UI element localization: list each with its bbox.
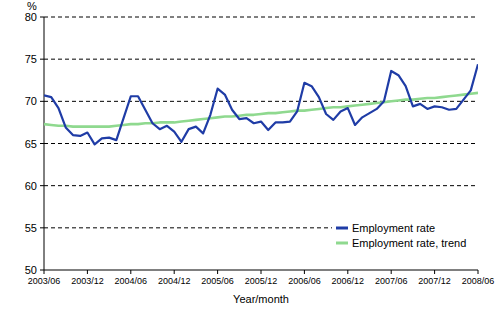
- y-tick: [40, 101, 44, 102]
- x-tick: [44, 270, 45, 274]
- x-tick-label: 2007/06: [375, 276, 408, 286]
- x-tick: [304, 270, 305, 274]
- legend-swatch: [336, 227, 348, 230]
- x-tick: [391, 270, 392, 274]
- x-tick-label: 2003/12: [71, 276, 104, 286]
- legend-bg: [332, 220, 480, 254]
- x-tick: [261, 270, 262, 274]
- y-tick: [40, 17, 44, 18]
- x-tick: [87, 270, 88, 274]
- x-axis-label: Year/month: [233, 293, 289, 305]
- y-tick-label: 70: [25, 95, 37, 107]
- y-tick: [40, 270, 44, 271]
- y-tick: [40, 227, 44, 228]
- y-tick: [40, 59, 44, 60]
- x-tick: [217, 270, 218, 274]
- x-tick: [130, 270, 131, 274]
- y-tick-label: 75: [25, 53, 37, 65]
- grid-line: [44, 101, 478, 102]
- x-tick-label: 2006/06: [288, 276, 321, 286]
- x-tick: [174, 270, 175, 274]
- x-tick-label: 2003/06: [28, 276, 61, 286]
- y-axis: [44, 17, 45, 270]
- y-tick: [40, 185, 44, 186]
- y-tick-label: 65: [25, 138, 37, 150]
- legend-label: Employment rate: [352, 222, 435, 234]
- plot-area: [44, 64, 478, 144]
- y-tick: [40, 143, 44, 144]
- y-tick-label: 60: [25, 180, 37, 192]
- grid-line: [44, 59, 478, 60]
- y-axis-label: %: [27, 0, 37, 12]
- grid-line: [44, 143, 478, 144]
- chart: 50 55 60 65 70 75 80% 2003/06 2003/12 2004/06 2004…: [0, 0, 497, 312]
- x-tick-label: 2005/12: [245, 276, 278, 286]
- x-tick-label: 2006/12: [332, 276, 365, 286]
- series-line: [44, 64, 478, 144]
- x-axis: [44, 270, 478, 271]
- legend-label: Employment rate, trend: [352, 237, 466, 249]
- grid-line: [44, 17, 478, 18]
- y-tick-label: 55: [25, 222, 37, 234]
- x-tick-label: 2004/06: [115, 276, 148, 286]
- legend: Employment rate Employment rate, trend: [332, 220, 480, 254]
- x-tick: [347, 270, 348, 274]
- y-tick-label: 50: [25, 264, 37, 276]
- grid-line: [44, 185, 478, 186]
- x-tick-label: 2008/06: [462, 276, 495, 286]
- y-tick-label: 80: [25, 11, 37, 23]
- x-tick: [478, 270, 479, 274]
- x-tick: [434, 270, 435, 274]
- legend-swatch: [336, 242, 348, 245]
- x-tick-label: 2007/12: [418, 276, 451, 286]
- x-tick-label: 2004/12: [158, 276, 191, 286]
- x-tick-label: 2005/06: [201, 276, 234, 286]
